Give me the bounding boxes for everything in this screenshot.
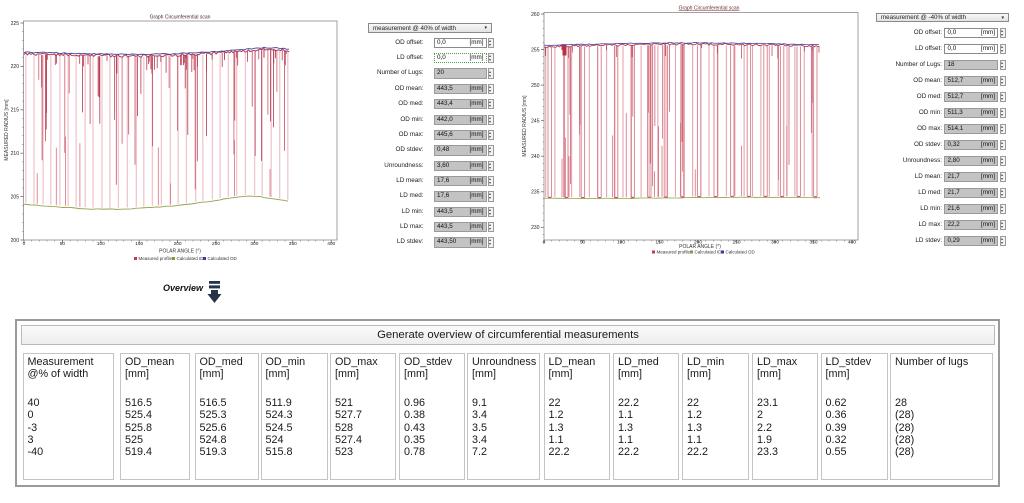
svg-text:0: 0 bbox=[543, 240, 546, 246]
svg-text:50: 50 bbox=[60, 241, 66, 247]
svg-text:200: 200 bbox=[174, 241, 182, 247]
svg-text:220: 220 bbox=[11, 64, 20, 70]
svg-text:300: 300 bbox=[250, 241, 258, 247]
svg-text:230: 230 bbox=[531, 225, 540, 231]
svg-text:245: 245 bbox=[531, 119, 540, 125]
svg-text:Graph Circumferential scan: Graph Circumferential scan bbox=[679, 6, 740, 12]
svg-text:Calculated ID: Calculated ID bbox=[177, 256, 205, 261]
svg-text:Graph Circumferential scan: Graph Circumferential scan bbox=[150, 14, 211, 20]
svg-text:Measured profile: Measured profile bbox=[657, 250, 691, 255]
svg-text:0: 0 bbox=[23, 241, 26, 247]
svg-text:250: 250 bbox=[531, 83, 540, 89]
svg-text:240: 240 bbox=[531, 154, 540, 160]
svg-text:50: 50 bbox=[580, 240, 586, 246]
svg-text:200: 200 bbox=[694, 240, 702, 246]
svg-text:350: 350 bbox=[809, 240, 817, 246]
svg-text:Calculated OD: Calculated OD bbox=[208, 256, 238, 261]
svg-text:100: 100 bbox=[97, 241, 105, 247]
svg-text:225: 225 bbox=[11, 21, 20, 27]
svg-text:POLAR ANGLE (°): POLAR ANGLE (°) bbox=[159, 249, 201, 255]
svg-text:Calculated ID: Calculated ID bbox=[695, 250, 723, 255]
svg-text:210: 210 bbox=[11, 151, 20, 157]
svg-text:250: 250 bbox=[212, 241, 220, 247]
svg-text:400: 400 bbox=[327, 241, 335, 247]
svg-text:100: 100 bbox=[617, 240, 625, 246]
svg-text:MEASURED RADIUS [mm]: MEASURED RADIUS [mm] bbox=[4, 99, 10, 161]
svg-text:150: 150 bbox=[655, 240, 663, 246]
svg-text:POLAR ANGLE (°): POLAR ANGLE (°) bbox=[679, 244, 721, 250]
svg-text:260: 260 bbox=[531, 12, 540, 18]
svg-text:300: 300 bbox=[771, 240, 779, 246]
svg-text:205: 205 bbox=[11, 194, 20, 200]
svg-text:250: 250 bbox=[732, 240, 740, 246]
svg-text:200: 200 bbox=[11, 238, 20, 244]
svg-text:235: 235 bbox=[531, 190, 540, 196]
svg-text:150: 150 bbox=[135, 241, 143, 247]
svg-text:Measured profile: Measured profile bbox=[139, 256, 173, 261]
svg-text:400: 400 bbox=[848, 240, 856, 246]
svg-text:215: 215 bbox=[11, 108, 20, 114]
svg-text:MEASURED RADIUS [mm]: MEASURED RADIUS [mm] bbox=[522, 95, 528, 157]
svg-text:350: 350 bbox=[289, 241, 297, 247]
svg-text:255: 255 bbox=[531, 47, 540, 53]
svg-text:Calculated OD: Calculated OD bbox=[726, 250, 756, 255]
